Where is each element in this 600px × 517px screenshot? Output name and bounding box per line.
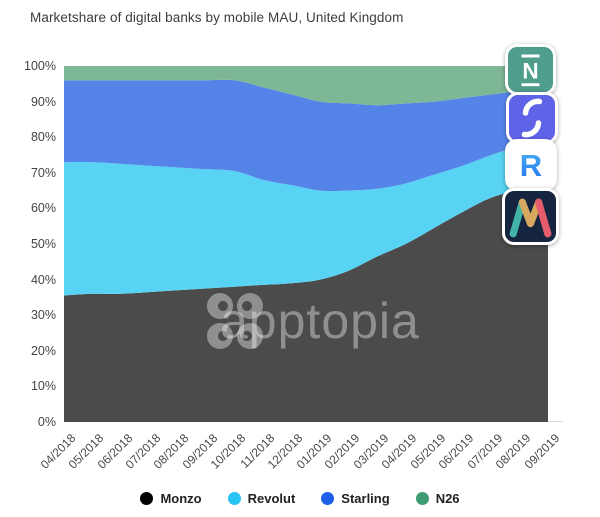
y-tick-label: 20%: [30, 343, 56, 358]
revolut-app-icon: R: [505, 139, 557, 191]
legend-dot-revolut: [227, 492, 241, 505]
legend-dot-monzo: [140, 492, 154, 505]
starling-swoosh-icon: [521, 98, 543, 138]
legend-item-revolut: Revolut: [227, 491, 296, 506]
starling-app-icon: [506, 92, 558, 144]
n26-glyph: N: [522, 59, 538, 84]
legend-label: Monzo: [160, 491, 202, 506]
monzo-app-icon: [502, 188, 559, 245]
legend-label: Revolut: [247, 491, 296, 506]
legend-dot-n26: [415, 492, 429, 505]
y-tick-label: 0%: [37, 415, 56, 429]
stacked-area-chart: [64, 66, 563, 422]
y-tick-label: 10%: [30, 379, 56, 394]
legend-dot-starling: [321, 492, 335, 505]
area-revolut: [64, 137, 548, 296]
y-tick-label: 90%: [30, 94, 56, 109]
area-monzo: [64, 187, 548, 422]
legend-item-starling: Starling: [321, 491, 390, 506]
n26-app-icon: N: [505, 44, 556, 95]
plot-area: apptopia: [64, 66, 563, 423]
chart-title: Marketshare of digital banks by mobile M…: [30, 10, 404, 25]
revolut-glyph: R: [520, 148, 542, 183]
legend-item-monzo: Monzo: [140, 491, 202, 506]
monzo-m-icon: [509, 198, 552, 238]
legend-item-n26: N26: [415, 491, 460, 506]
area-starling: [64, 79, 548, 192]
legend: Monzo Revolut Starling N26: [0, 491, 600, 506]
y-tick-label: 70%: [30, 165, 56, 180]
y-tick-label: 40%: [30, 272, 56, 287]
y-tick-label: 60%: [30, 201, 56, 216]
y-tick-label: 100%: [24, 59, 56, 73]
legend-label: Starling: [341, 491, 390, 506]
legend-label: N26: [435, 491, 460, 506]
y-tick-label: 30%: [30, 308, 56, 323]
y-tick-label: 80%: [30, 130, 56, 145]
y-tick-label: 50%: [30, 237, 56, 251]
area-n26: [64, 66, 548, 106]
